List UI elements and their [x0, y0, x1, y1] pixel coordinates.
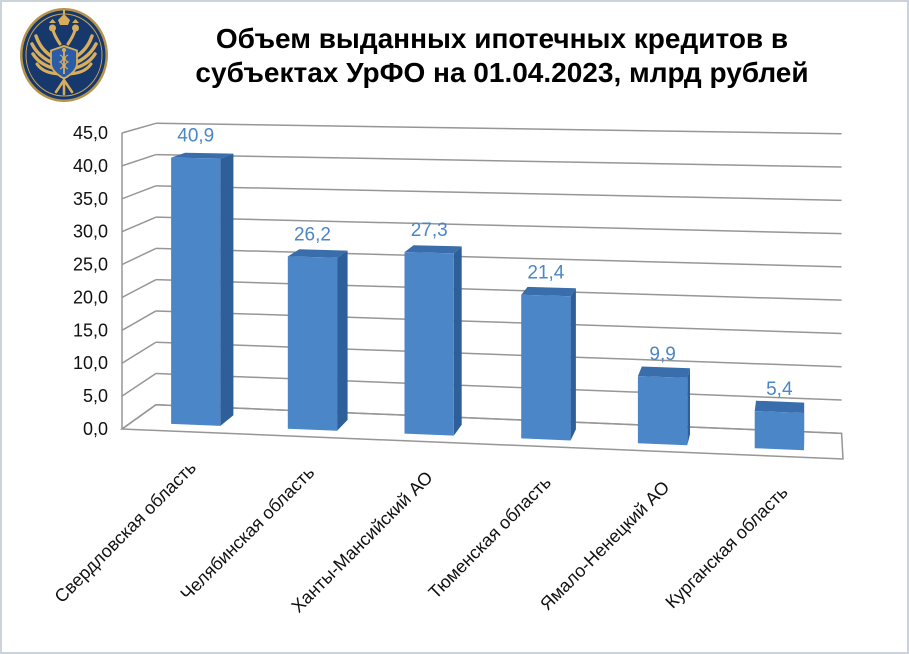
- chart-title-line-1: Объем выданных ипотечных кредитов в: [215, 23, 789, 54]
- category-label: Ямало-Ненецкий АО: [536, 477, 673, 614]
- bar-value-label: 21,4: [527, 263, 564, 284]
- back-wall-gridline: [155, 310, 842, 335]
- bar-top-face: [637, 366, 690, 378]
- bar-side-face: [453, 246, 462, 436]
- bar-front-face: [404, 252, 454, 436]
- category-label: Курганская область: [661, 482, 791, 612]
- bar-6: 5,4: [754, 379, 805, 451]
- chart-title: Объем выданных ипотечных кредитов в субъ…: [132, 22, 872, 90]
- bar-top-face: [171, 152, 234, 159]
- eagle-crown-left: [49, 19, 56, 23]
- back-wall-gridline: [155, 247, 842, 268]
- eagle-head-left: [49, 24, 56, 32]
- y-axis-ticks: 0,0 5,0 10,0 15,0 20,0 25,0 30,0 35,0 40,0 45,0: [73, 123, 108, 439]
- category-label: Челябинская область: [176, 462, 318, 604]
- bar-top-face: [287, 249, 348, 258]
- bar-front-face: [171, 157, 221, 426]
- y-tick-label: 35,0: [73, 189, 108, 209]
- bar-top-face: [521, 286, 576, 297]
- eagle-central-crown: [58, 14, 70, 25]
- floor-outline: [119, 404, 844, 460]
- eagle-head-right: [72, 24, 79, 32]
- bar-front-face: [754, 411, 804, 451]
- side-wall-gridline: [121, 341, 157, 364]
- bar-3: 27,3: [404, 220, 462, 436]
- side-wall-gridline: [121, 153, 157, 167]
- y-tick-label: 20,0: [73, 287, 108, 307]
- bar-value-label: 40,9: [177, 126, 214, 147]
- bars: 40,9 26,2 27,3 21,4 9,9 5,4: [171, 126, 805, 451]
- y-tick-label: 40,0: [73, 156, 108, 176]
- back-wall-gridline: [155, 185, 842, 202]
- bar-front-face: [521, 294, 571, 441]
- treasury-emblem: [18, 6, 110, 104]
- bar-4: 21,4: [521, 263, 576, 441]
- bar-5: 9,9: [637, 344, 690, 446]
- bar-side-face: [220, 153, 234, 426]
- category-label: Свердловская область: [51, 457, 200, 606]
- bar-side-face: [337, 250, 348, 431]
- back-wall-gridline: [155, 341, 842, 368]
- bar-1: 40,9: [171, 126, 234, 426]
- side-wall-gridline: [121, 247, 157, 266]
- bar-2: 26,2: [287, 224, 348, 431]
- category-label: Тюменская область: [425, 472, 555, 602]
- bar-top-face: [754, 400, 805, 413]
- bar-value-label: 5,4: [766, 379, 793, 400]
- y-tick-label: 5,0: [83, 386, 108, 406]
- y-tick-label: 45,0: [73, 123, 108, 143]
- grid-and-walls: [119, 122, 844, 460]
- side-wall-gridline: [121, 310, 157, 331]
- y-tick-label: 0,0: [83, 419, 108, 439]
- bar-top-face: [404, 245, 462, 254]
- back-wall-gridline: [155, 122, 842, 135]
- y-tick-label: 25,0: [73, 255, 108, 275]
- bar-value-label: 27,3: [411, 220, 448, 241]
- bar-value-label: 26,2: [294, 224, 331, 245]
- bar-side-face: [687, 368, 690, 446]
- side-wall-gridline: [121, 185, 157, 200]
- chart-title-line-2: субъектах УрФО на 01.04.2023, млрд рубле…: [195, 57, 809, 88]
- category-label: Ханты-Мансийский АО: [287, 467, 436, 616]
- side-wall-gridline: [121, 122, 157, 134]
- caduceus-icon: [58, 47, 70, 74]
- side-wall-gridline: [121, 372, 157, 397]
- side-wall-gridline: [121, 216, 157, 233]
- bar-front-face: [637, 376, 688, 446]
- back-wall-gridline: [155, 278, 842, 301]
- eagle-crown-right: [72, 19, 79, 23]
- bar-side-face: [570, 288, 576, 441]
- y-tick-label: 30,0: [73, 222, 108, 242]
- bar-front-face: [287, 256, 338, 431]
- back-wall-gridline: [155, 216, 842, 235]
- back-wall-gridline: [155, 153, 842, 168]
- side-wall-gridline: [121, 279, 157, 299]
- bar-value-label: 9,9: [649, 344, 675, 365]
- y-tick-label: 10,0: [73, 353, 108, 373]
- back-wall-gridline: [155, 372, 842, 401]
- y-tick-label: 15,0: [73, 320, 108, 340]
